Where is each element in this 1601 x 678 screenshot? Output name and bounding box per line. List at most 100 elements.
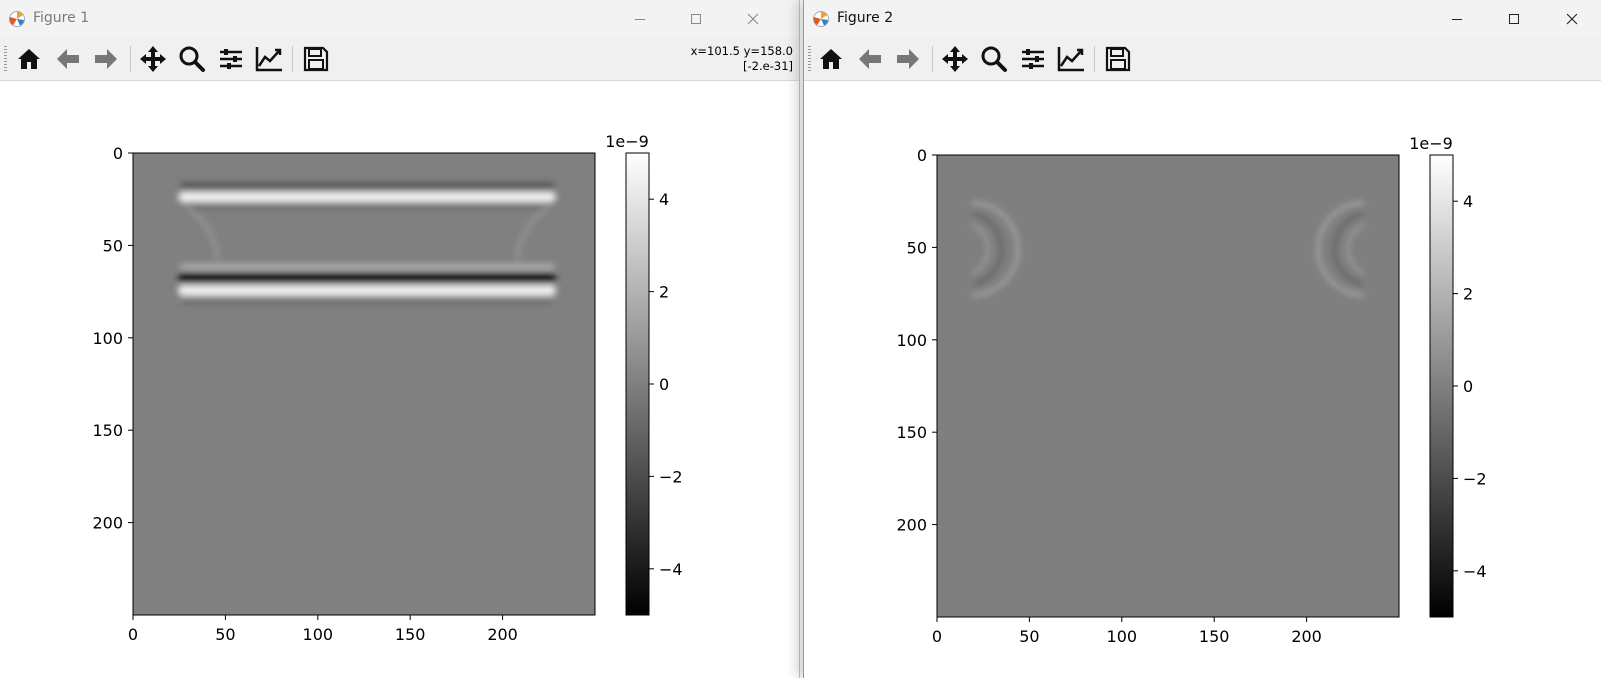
configure-subplots-icon [220,49,242,69]
x-axis: 0 50 100 150 200 [932,617,1322,646]
toolbar-separator [130,46,131,72]
zoom-icon [981,46,1007,72]
figure-canvas[interactable]: 0 50 100 150 200 0 50 100 150 200 1e−9 4 2 0 −2 −4 [804,81,1601,678]
image-frame [132,152,596,616]
y-tick-label: 150 [92,421,123,440]
back-arrow-icon [57,49,79,69]
x-tick-label: 0 [128,625,138,644]
y-tick-label: 0 [917,146,927,165]
wave-pattern [178,182,556,304]
colorbar: 1e−9 4 2 0 −2 −4 [1409,134,1487,618]
zoom-icon [179,46,205,72]
x-tick-label: 100 [303,625,334,644]
zoom-button[interactable] [977,44,1011,74]
image-background [937,155,1399,617]
x-axis: 0 50 100 150 200 [128,615,518,644]
toolbar-separator [932,46,933,72]
edit-axis-button[interactable] [1054,44,1088,74]
wavefront-pattern [971,200,1365,298]
maximize-icon [691,14,701,24]
figure-canvas[interactable]: 0 50 100 150 200 0 50 100 150 200 1e−9 4 2 0 −2 −4 [0,81,800,678]
colorbar-gradient [625,152,650,616]
colorbar-tick-label: 0 [1463,377,1473,396]
forward-arrow-icon [95,49,117,69]
home-icon [820,49,842,69]
save-button[interactable] [1101,44,1135,74]
x-tick-label: 0 [932,627,942,646]
y-tick-label: 150 [896,423,927,442]
forward-button[interactable] [89,44,123,74]
zoom-button[interactable] [175,44,209,74]
edit-axis-button[interactable] [252,44,286,74]
coords-value: [-2.e-31] [743,59,793,73]
colorbar-tick-label: −2 [1463,469,1487,488]
navigation-toolbar: x=101.5 y=158.0 [-2.e-31] [0,38,799,81]
back-button[interactable] [853,44,887,74]
minimize-button[interactable] [617,4,663,34]
x-tick-label: 100 [1107,627,1138,646]
title-bar[interactable]: Figure 2 [804,0,1601,38]
maximize-icon [1509,14,1519,24]
figure-1-window: Figure 1 [0,0,800,678]
y-tick-label: 200 [92,514,123,533]
configure-subplots-button[interactable] [1016,44,1050,74]
toolbar-grip[interactable] [808,46,811,72]
x-tick-label: 50 [215,625,235,644]
back-button[interactable] [51,44,85,74]
colorbar-gradient [1429,154,1454,618]
window-title: Figure 2 [837,10,894,26]
y-tick-label: 0 [113,144,123,163]
x-tick-label: 50 [1019,627,1039,646]
forward-arrow-icon [897,49,919,69]
y-tick-label: 100 [92,329,123,348]
edit-axis-icon [255,47,282,72]
forward-button[interactable] [891,44,925,74]
close-icon [1566,13,1578,25]
colorbar-offset-label: 1e−9 [605,132,649,151]
y-axis: 0 50 100 150 200 [92,144,133,533]
navigation-toolbar [804,38,1601,81]
colorbar-tick-label: 2 [659,283,669,302]
image-axes[interactable]: 0 50 100 150 200 0 50 100 150 200 [896,146,1400,646]
toolbar-separator [1094,46,1095,72]
y-axis: 0 50 100 150 200 [896,146,937,535]
matplotlib-icon [9,11,25,27]
x-tick-label: 150 [395,625,426,644]
minimize-icon [1452,19,1462,20]
configure-subplots-icon [1022,49,1044,69]
home-button[interactable] [814,44,848,74]
colorbar-tick-label: 2 [1463,285,1473,304]
image-axes[interactable]: 0 50 100 150 200 0 50 100 150 200 [92,144,596,644]
pan-button[interactable] [136,44,170,74]
title-bar[interactable]: Figure 1 [0,0,799,38]
pan-button[interactable] [938,44,972,74]
y-tick-label: 100 [896,331,927,350]
x-tick-label: 200 [1291,627,1322,646]
maximize-button[interactable] [1491,4,1537,34]
colorbar-ticks: 4 2 0 −2 −4 [649,190,683,579]
colorbar-tick-label: −2 [659,467,683,486]
minimize-button[interactable] [1434,4,1480,34]
save-button[interactable] [299,44,333,74]
colorbar: 1e−9 4 2 0 −2 −4 [605,132,683,616]
colorbar-tick-label: 4 [1463,192,1473,211]
matplotlib-icon [813,11,829,27]
close-button[interactable] [1549,4,1595,34]
colorbar-offset-label: 1e−9 [1409,134,1453,153]
y-tick-label: 50 [103,236,123,255]
close-button[interactable] [730,4,776,34]
colorbar-ticks: 4 2 0 −2 −4 [1453,192,1487,581]
colorbar-tick-label: 4 [659,190,669,209]
toolbar-grip[interactable] [4,46,7,72]
save-icon [303,46,329,72]
pan-icon [942,46,968,72]
colorbar-tick-label: −4 [659,560,683,579]
home-button[interactable] [12,44,46,74]
configure-subplots-button[interactable] [214,44,248,74]
toolbar-separator [292,46,293,72]
maximize-button[interactable] [673,4,719,34]
x-tick-label: 200 [487,625,518,644]
window-title: Figure 1 [33,10,90,26]
colorbar-tick-label: −4 [1463,562,1487,581]
close-icon [747,13,759,25]
